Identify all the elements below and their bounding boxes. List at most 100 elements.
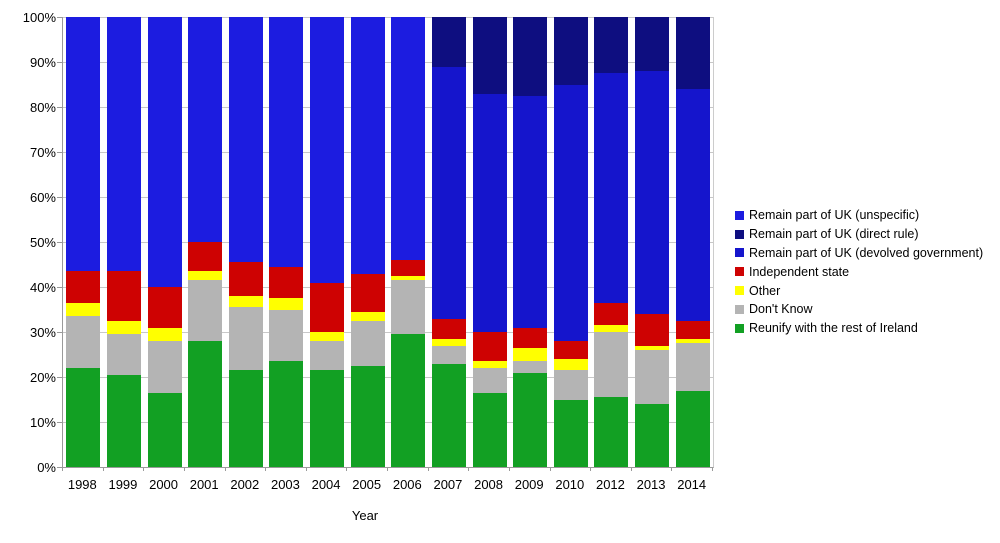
bar-segment [635,404,670,467]
x-axis-tick [62,467,63,471]
bar-column [185,17,226,467]
x-axis-label: 2012 [595,477,625,492]
stacked-bar [106,17,141,467]
bar-segment [513,327,548,348]
y-axis-tick [57,422,62,423]
x-axis-label: 2008 [474,477,504,492]
bar-segment [635,71,670,314]
x-axis-tick [387,467,388,471]
bar-segment [431,345,466,364]
bar-segment [513,95,548,328]
bar-segment [675,17,710,89]
y-axis-tick [57,377,62,378]
bar-segment [553,84,588,341]
bar-segment [310,17,345,283]
bar-segment [106,334,141,375]
plot-area [62,17,714,468]
bar-segment [513,347,548,362]
bar-segment [228,307,263,371]
bar-segment [675,338,710,344]
bar-segment [350,273,385,312]
bar-column [347,17,388,467]
bar-segment [635,17,670,71]
x-axis-label: 2014 [677,477,707,492]
bar-segment [269,298,304,310]
x-axis-tick [143,467,145,471]
bar-segment [553,359,588,371]
bar-segment [675,89,710,321]
bar-column [672,17,713,467]
gridline [63,197,713,198]
bar-segment [513,17,548,96]
bar-segment [310,341,345,371]
bar-column [388,17,429,467]
bar-segment [188,242,223,272]
bar-segment [147,287,182,328]
x-axis-tick [712,467,713,471]
x-axis-tick [508,467,510,471]
stacked-bar [147,17,182,467]
x-axis-label: 2001 [189,477,219,492]
x-axis-tick [102,467,104,471]
x-axis-tick [224,467,226,471]
bar-segment [310,282,345,332]
legend-row: Independent state [735,262,983,281]
bar-segment [228,17,263,263]
bar-segment [391,17,426,260]
chart-legend: Remain part of UK (unspecific) Remain par… [735,206,983,338]
bar-segment [106,271,141,321]
y-axis-label: 10% [29,415,56,430]
bar-segment [553,370,588,400]
stacked-bar [513,17,548,467]
gridline [63,422,713,423]
bar-segment [553,399,588,467]
bar-segment [147,341,182,393]
bar-segment [350,320,385,366]
bar-segment [350,17,385,274]
x-axis-label: 2010 [555,477,585,492]
legend-label: Remain part of UK (unspecific) [749,208,920,223]
x-axis-label: 2003 [270,477,300,492]
gridline [63,377,713,378]
y-axis-tick [57,242,62,243]
bar-segment [675,390,710,467]
stacked-bar [188,17,223,467]
legend-swatch [735,323,744,333]
bar-column [551,17,592,467]
x-axis-label: 2004 [311,477,341,492]
bar-segment [310,332,345,341]
x-axis: 1998 1999 2000 2001 2002 2003 2004 2005 2006 2007… [62,477,712,493]
bar-segment [188,17,223,242]
y-axis-label: 20% [29,370,56,385]
legend-label: Reunify with the rest of Ireland [749,321,918,336]
legend-label: Other [749,283,781,298]
bar-segment [188,341,223,467]
gridline [63,332,713,333]
stacked-bar [66,17,101,467]
x-axis-label: 2000 [149,477,179,492]
y-axis-tick [57,107,62,108]
bar-segment [106,320,141,335]
bar-segment [472,17,507,94]
bar-segment [553,341,588,359]
y-axis-label: 50% [29,235,56,250]
y-axis-tick [57,197,62,198]
x-axis-label: 2009 [514,477,544,492]
bar-segment [635,350,670,404]
bar-segment [350,365,385,467]
legend-row: Remain part of UK (direct rule) [735,225,983,244]
bar-segment [675,320,710,339]
x-axis-ticks [62,467,713,472]
bar-segment [513,372,548,467]
bar-segment [594,325,629,332]
stacked-bar [594,17,629,467]
x-axis-tick [427,467,429,471]
y-axis-label: 0% [37,460,56,475]
bar-column [307,17,348,467]
legend-swatch [735,248,744,258]
bar-column [429,17,470,467]
bar-segment [269,361,304,467]
bar-segment [594,17,629,74]
x-axis-label: 1998 [67,477,97,492]
bar-column [510,17,551,467]
